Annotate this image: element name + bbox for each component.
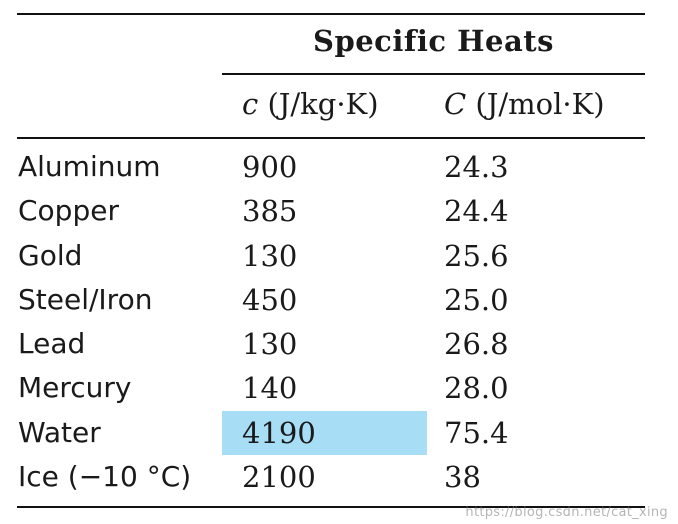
molar-specific-heat-value: 28.0 <box>444 371 509 406</box>
molar-specific-heat-value: 24.4 <box>444 194 509 229</box>
group-header-rule <box>222 73 645 75</box>
molar-specific-heat-value: 25.6 <box>444 238 509 273</box>
material-name: Copper <box>18 194 119 228</box>
mass-specific-heat-value: 2100 <box>242 460 316 495</box>
table-bottom-rule <box>17 506 645 508</box>
molar-specific-heat-value: 26.8 <box>444 327 509 362</box>
table-row: Water 4190 75.4 <box>0 410 678 455</box>
mass-specific-heat-value: 900 <box>242 150 298 184</box>
mass-specific-heat-value: 130 <box>242 327 298 362</box>
table-top-rule <box>17 13 645 15</box>
watermark: https://blog.csdn.net/cat_xing <box>465 505 668 520</box>
material-name: Water <box>18 415 101 449</box>
table-row: Aluminum 900 24.3 <box>0 145 678 189</box>
header-bottom-rule <box>17 137 645 139</box>
table-body: Aluminum 900 24.3 Copper 385 24.4 Gold 1… <box>0 145 678 499</box>
column-unit: (J/kg·K) <box>258 87 379 121</box>
molar-specific-heat-value: 38 <box>444 460 481 495</box>
material-name: Ice (−10 °C) <box>18 460 192 494</box>
table-row: Lead 130 26.8 <box>0 322 678 366</box>
material-name: Aluminum <box>18 150 161 183</box>
mass-specific-heat-value: 385 <box>242 194 298 229</box>
column-symbol: C <box>444 87 467 121</box>
column-header-molar-specific-heat: C (J/mol·K) <box>444 84 605 124</box>
molar-specific-heat-value: 75.4 <box>444 415 509 450</box>
material-name: Lead <box>18 327 86 361</box>
molar-specific-heat-value: 24.3 <box>444 150 509 184</box>
highlighted-mass-specific-heat-value: 4190 <box>222 410 427 455</box>
table-row: Steel/Iron 450 25.0 <box>0 278 678 322</box>
table-row: Gold 130 25.6 <box>0 234 678 278</box>
mass-specific-heat-value: 450 <box>242 282 298 317</box>
column-symbol: c <box>242 87 259 121</box>
column-header-mass-specific-heat: c (J/kg·K) <box>242 84 379 124</box>
material-name: Gold <box>18 238 83 272</box>
mass-specific-heat-value: 140 <box>242 371 298 406</box>
material-name: Mercury <box>18 371 132 405</box>
table-row: Mercury 140 28.0 <box>0 366 678 410</box>
table-row: Copper 385 24.4 <box>0 189 678 233</box>
column-unit: (J/mol·K) <box>466 87 605 121</box>
material-name: Steel/Iron <box>18 282 153 316</box>
molar-specific-heat-value: 25.0 <box>444 282 509 317</box>
mass-specific-heat-value: 130 <box>242 238 298 273</box>
group-header: Specific Heats <box>313 24 554 58</box>
table-row: Ice (−10 °C) 2100 38 <box>0 455 678 499</box>
